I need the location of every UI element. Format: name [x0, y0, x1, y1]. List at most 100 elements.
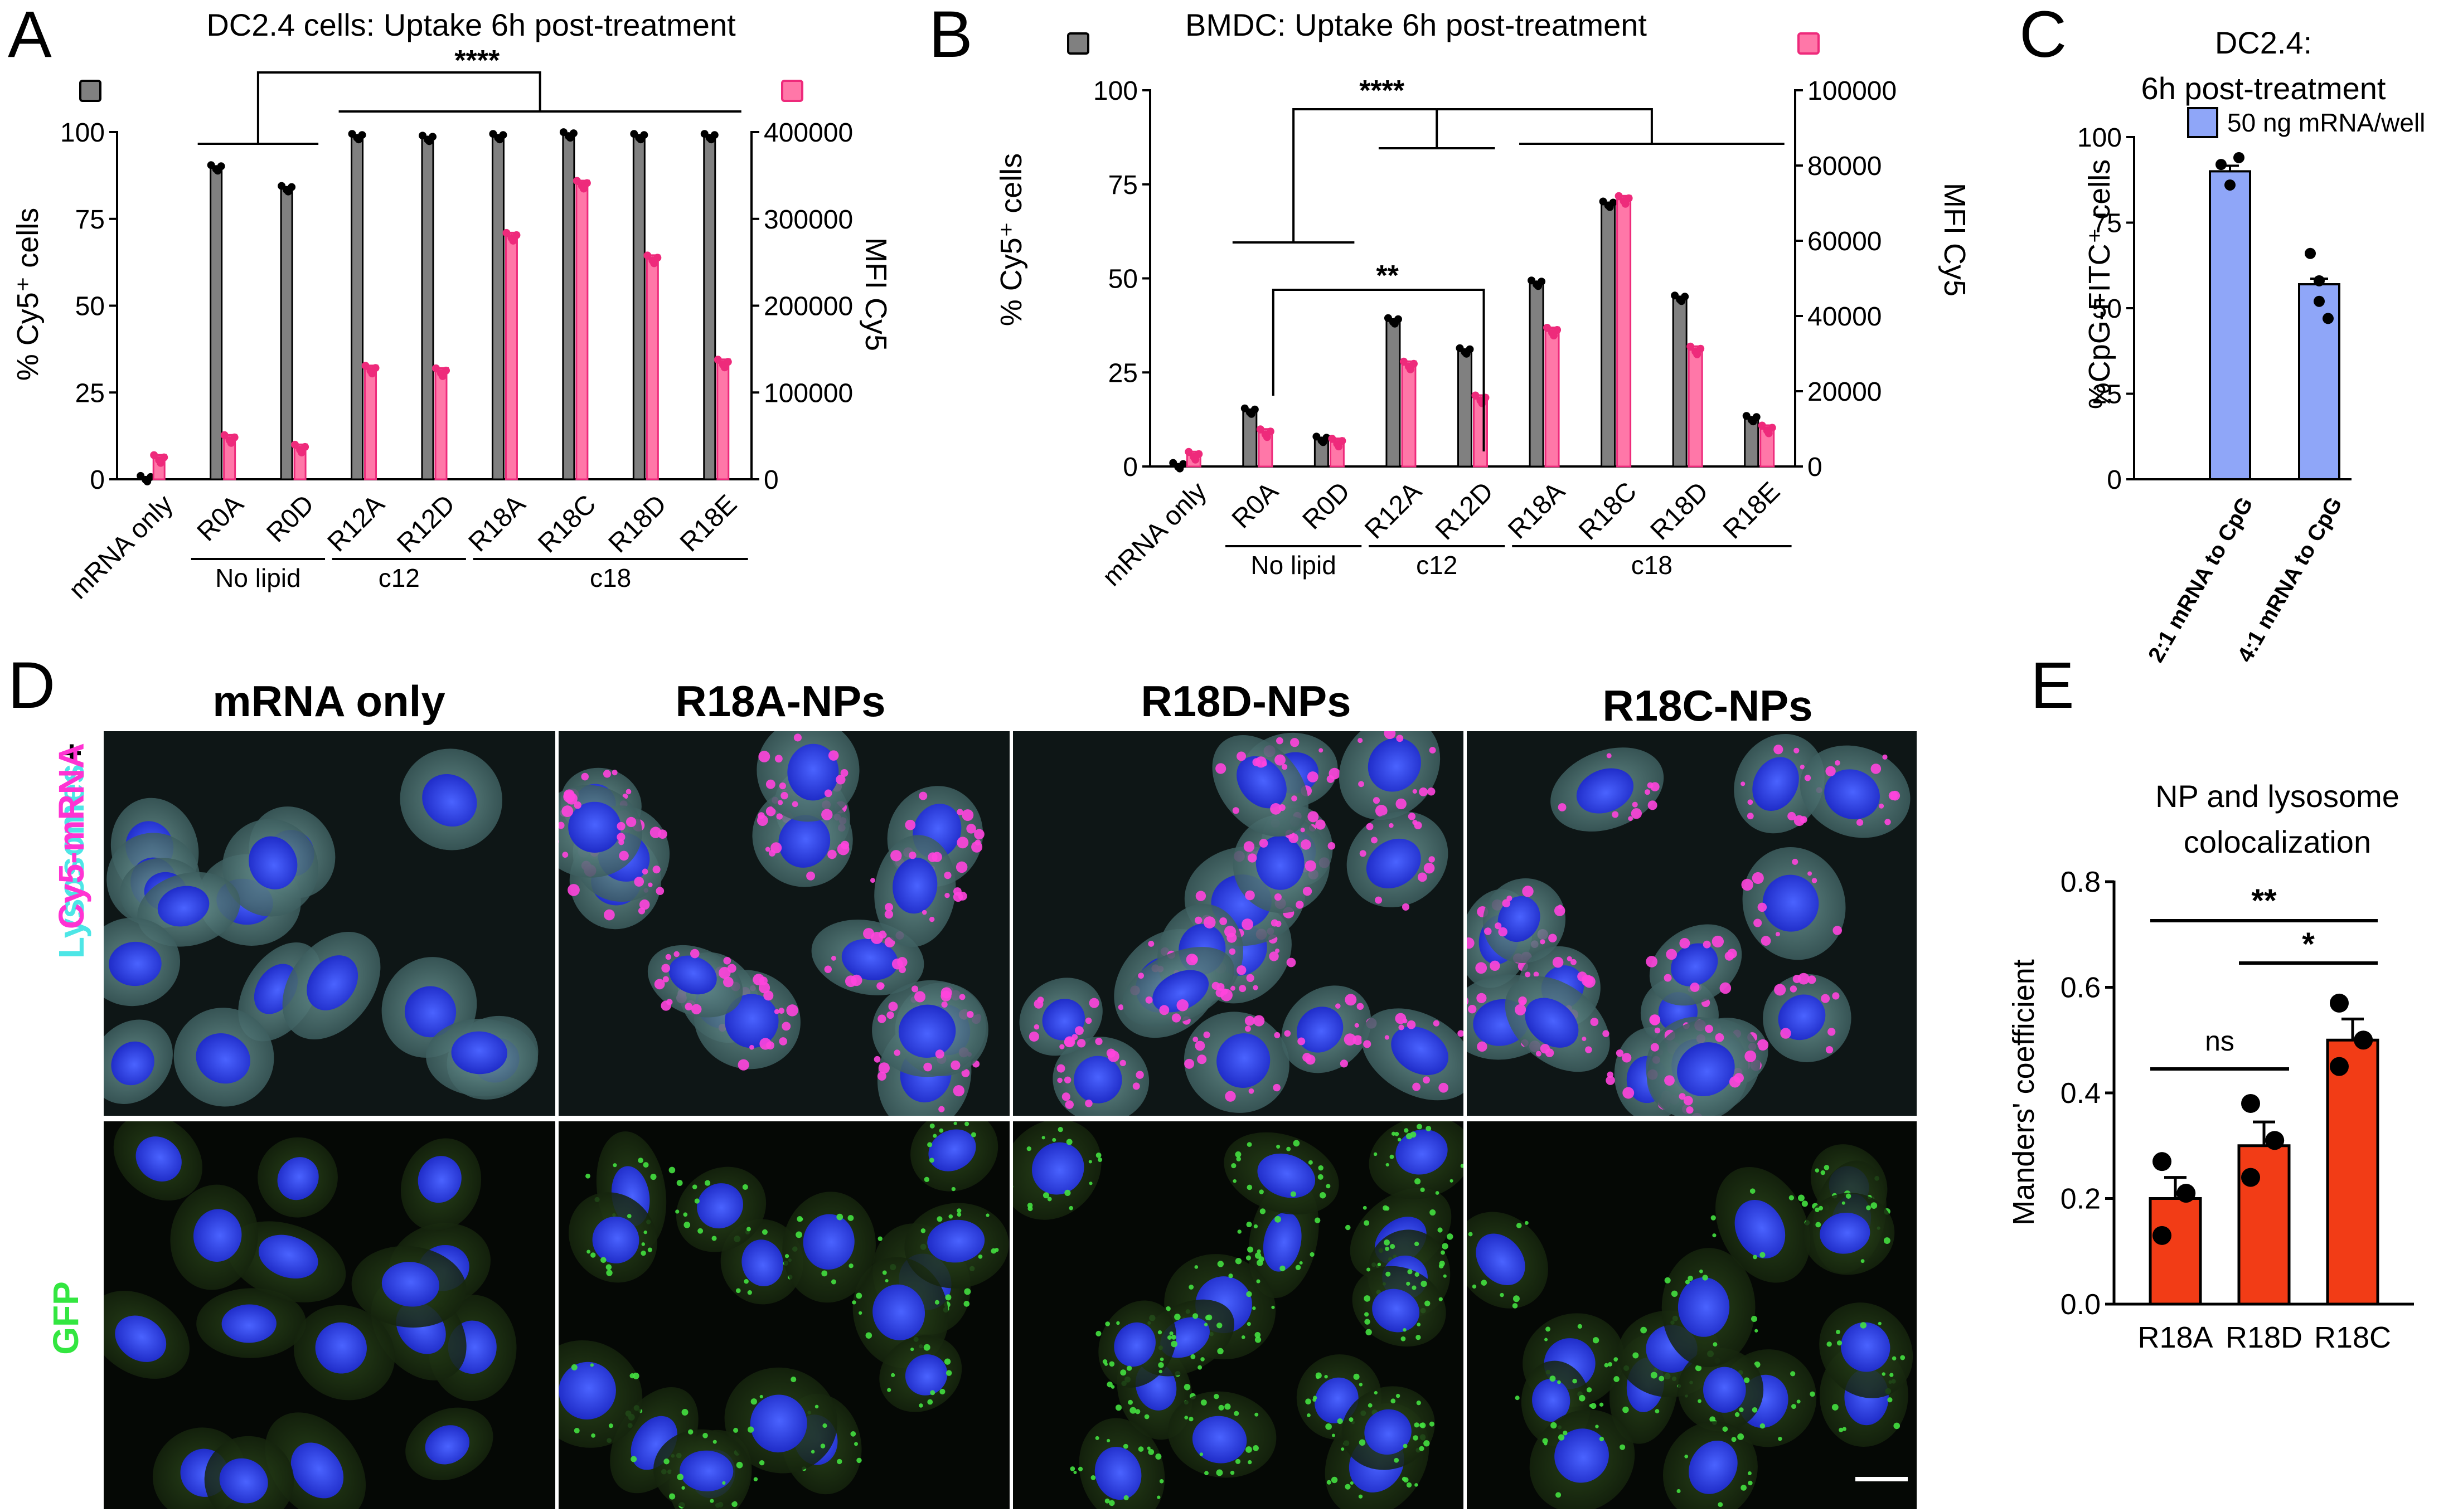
cy5-puncta: [1358, 781, 1364, 787]
cy5-puncta: [1719, 982, 1732, 994]
gfp-puncta: [1095, 1330, 1102, 1336]
gfp-puncta: [1331, 1433, 1335, 1437]
cell-nucleus: [451, 1031, 507, 1075]
gfp-puncta: [784, 1254, 789, 1258]
gfp-puncta: [924, 1176, 930, 1182]
gfp-puncta: [1231, 1163, 1237, 1169]
a-bar-mfi: [646, 257, 659, 480]
cy5-puncta: [1108, 1050, 1119, 1062]
gfp-puncta: [1218, 1404, 1224, 1411]
cy5-puncta: [1224, 926, 1237, 938]
b-y2tick-label: 0: [1807, 453, 1822, 482]
cy5-puncta: [1253, 985, 1258, 990]
gfp-puncta: [1407, 1269, 1413, 1275]
cy5-puncta: [863, 928, 875, 940]
cy5-puncta: [562, 852, 569, 858]
cy5-puncta: [1632, 801, 1638, 808]
cy5-puncta: [1384, 1035, 1389, 1040]
microscopy-row1-label-plus: +: [51, 743, 91, 764]
microscopy-row1-label: Lysosomes+: [51, 743, 91, 959]
gfp-puncta: [1078, 1466, 1083, 1472]
cy5-puncta: [642, 868, 648, 875]
gfp-puncta: [1713, 1342, 1718, 1347]
cy5-puncta: [1741, 878, 1753, 891]
a-point-mfi: [714, 356, 722, 364]
b-category-label: R0D: [1297, 477, 1356, 535]
cy5-puncta: [1281, 764, 1288, 770]
cy5-puncta: [1825, 1046, 1834, 1054]
gfp-puncta: [923, 1344, 930, 1351]
gfp-puncta: [1820, 1170, 1826, 1175]
gfp-puncta: [1350, 1481, 1354, 1485]
cy5-puncta: [1775, 932, 1780, 937]
gfp-puncta: [643, 1230, 647, 1234]
cy5-puncta: [1395, 1013, 1407, 1024]
cy5-puncta: [1525, 971, 1531, 978]
microscopy-col-title-r18a: R18A-NPs: [675, 677, 885, 726]
b-category-label: R18C: [1573, 477, 1642, 546]
microscopy-row1-label-lysosomes: Lysosomes: [51, 764, 91, 959]
chart-a-gray-legend-square: [79, 80, 101, 102]
cy5-puncta: [1467, 937, 1475, 949]
gfp-puncta: [1160, 1357, 1164, 1362]
gfp-puncta: [1235, 1258, 1242, 1265]
gfp-puncta: [1842, 1427, 1846, 1431]
a-y2tick-label: 200000: [764, 292, 853, 322]
c-bar: [2209, 170, 2251, 480]
gfp-puncta: [1246, 1221, 1252, 1228]
cell-nucleus: [249, 836, 298, 889]
gfp-puncta: [1892, 1356, 1897, 1361]
cy5-puncta: [1184, 1058, 1195, 1069]
a-group-label: c12: [379, 563, 420, 592]
gfp-puncta: [791, 1377, 797, 1383]
gfp-puncta: [1248, 1460, 1252, 1465]
microscopy-tile-r2-c3: [1013, 1121, 1463, 1509]
gfp-puncta: [712, 1440, 717, 1444]
gfp-puncta: [1632, 1352, 1639, 1359]
gfp-puncta: [1204, 1471, 1209, 1476]
cy5-puncta: [956, 861, 968, 873]
cy5-puncta: [1423, 1076, 1430, 1084]
gfp-puncta: [627, 1214, 632, 1218]
gfp-puncta: [1138, 1446, 1144, 1452]
cy5-puncta: [877, 1014, 886, 1023]
gfp-puncta: [585, 1173, 590, 1179]
gfp-puncta: [1171, 1340, 1177, 1348]
gfp-puncta: [1234, 1411, 1239, 1416]
cy5-puncta: [1548, 934, 1557, 942]
gfp-puncta: [1544, 1442, 1548, 1446]
cy5-puncta: [1747, 813, 1754, 820]
cy5-puncta: [1340, 1059, 1348, 1068]
gfp-puncta: [1107, 1438, 1111, 1443]
gfp-puncta: [1883, 1237, 1890, 1244]
gfp-puncta: [1109, 1361, 1115, 1367]
gfp-puncta: [1359, 1439, 1366, 1446]
gfp-puncta: [1515, 1396, 1520, 1401]
cy5-puncta: [914, 991, 926, 1003]
cy5-puncta: [1318, 748, 1323, 753]
cy5-puncta: [890, 850, 902, 862]
gfp-puncta: [1254, 1412, 1259, 1417]
gfp-puncta: [1317, 1174, 1323, 1180]
gfp-puncta: [885, 1278, 889, 1283]
gfp-puncta: [736, 1461, 743, 1469]
gfp-puncta: [1437, 1227, 1443, 1233]
gfp-puncta: [1105, 1321, 1111, 1326]
e-category-label: R18A: [2137, 1321, 2213, 1354]
cy5-puncta: [909, 851, 917, 859]
cell-nucleus: [1216, 1033, 1271, 1088]
gfp-puncta: [697, 1228, 704, 1234]
gfp-puncta: [687, 1429, 694, 1435]
gfp-puncta: [1385, 1271, 1391, 1277]
cy5-puncta: [1628, 816, 1633, 821]
cy5-puncta: [1774, 984, 1786, 996]
gfp-puncta: [1577, 1324, 1583, 1329]
cy5-puncta: [1358, 737, 1363, 743]
cy5-puncta: [1622, 1087, 1635, 1099]
gfp-puncta: [694, 1198, 700, 1204]
cy5-puncta: [1558, 905, 1563, 910]
cy5-puncta: [905, 819, 916, 830]
gfp-puncta: [1198, 1365, 1203, 1370]
gfp-puncta: [1718, 1502, 1723, 1508]
